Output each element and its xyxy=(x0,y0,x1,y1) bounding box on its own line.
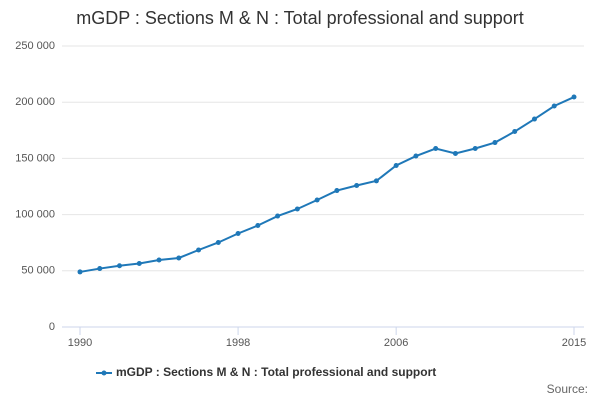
chart-title: mGDP : Sections M & N : Total profession… xyxy=(76,8,524,28)
point xyxy=(472,146,478,152)
point xyxy=(235,230,241,236)
line xyxy=(79,96,575,273)
point xyxy=(176,255,182,261)
point xyxy=(393,162,399,168)
point xyxy=(275,213,281,219)
y-tick-label: 150 000 xyxy=(15,152,55,164)
point xyxy=(156,257,162,263)
point xyxy=(551,103,557,109)
point xyxy=(314,197,320,203)
point xyxy=(531,116,537,122)
point xyxy=(334,188,340,194)
legend-label: mGDP : Sections M & N : Total profession… xyxy=(116,365,436,379)
point xyxy=(452,150,458,156)
x-tick-label: 2006 xyxy=(384,337,408,349)
x-tick-label: 1990 xyxy=(68,337,92,349)
point xyxy=(492,140,498,146)
y-tick-label: 0 xyxy=(49,321,55,333)
x-tick-label: 2015 xyxy=(562,337,586,349)
point xyxy=(294,206,300,212)
point xyxy=(571,94,577,100)
y-tick-label: 100 000 xyxy=(15,209,55,221)
point xyxy=(255,223,261,229)
point xyxy=(196,247,202,253)
point xyxy=(97,266,103,272)
legend-marker xyxy=(101,370,107,376)
x-tick-label: 1998 xyxy=(226,337,250,349)
y-tick-label: 200 000 xyxy=(15,96,55,108)
point xyxy=(373,178,379,184)
point xyxy=(433,146,439,152)
point xyxy=(413,153,419,159)
point xyxy=(136,260,142,266)
y-tick-label: 250 000 xyxy=(15,40,55,52)
point xyxy=(117,263,123,269)
point xyxy=(215,239,221,245)
y-tick-label: 50 000 xyxy=(21,265,55,277)
source: Source: xyxy=(547,382,588,396)
point xyxy=(354,182,360,188)
point xyxy=(77,269,83,275)
point xyxy=(512,129,518,135)
